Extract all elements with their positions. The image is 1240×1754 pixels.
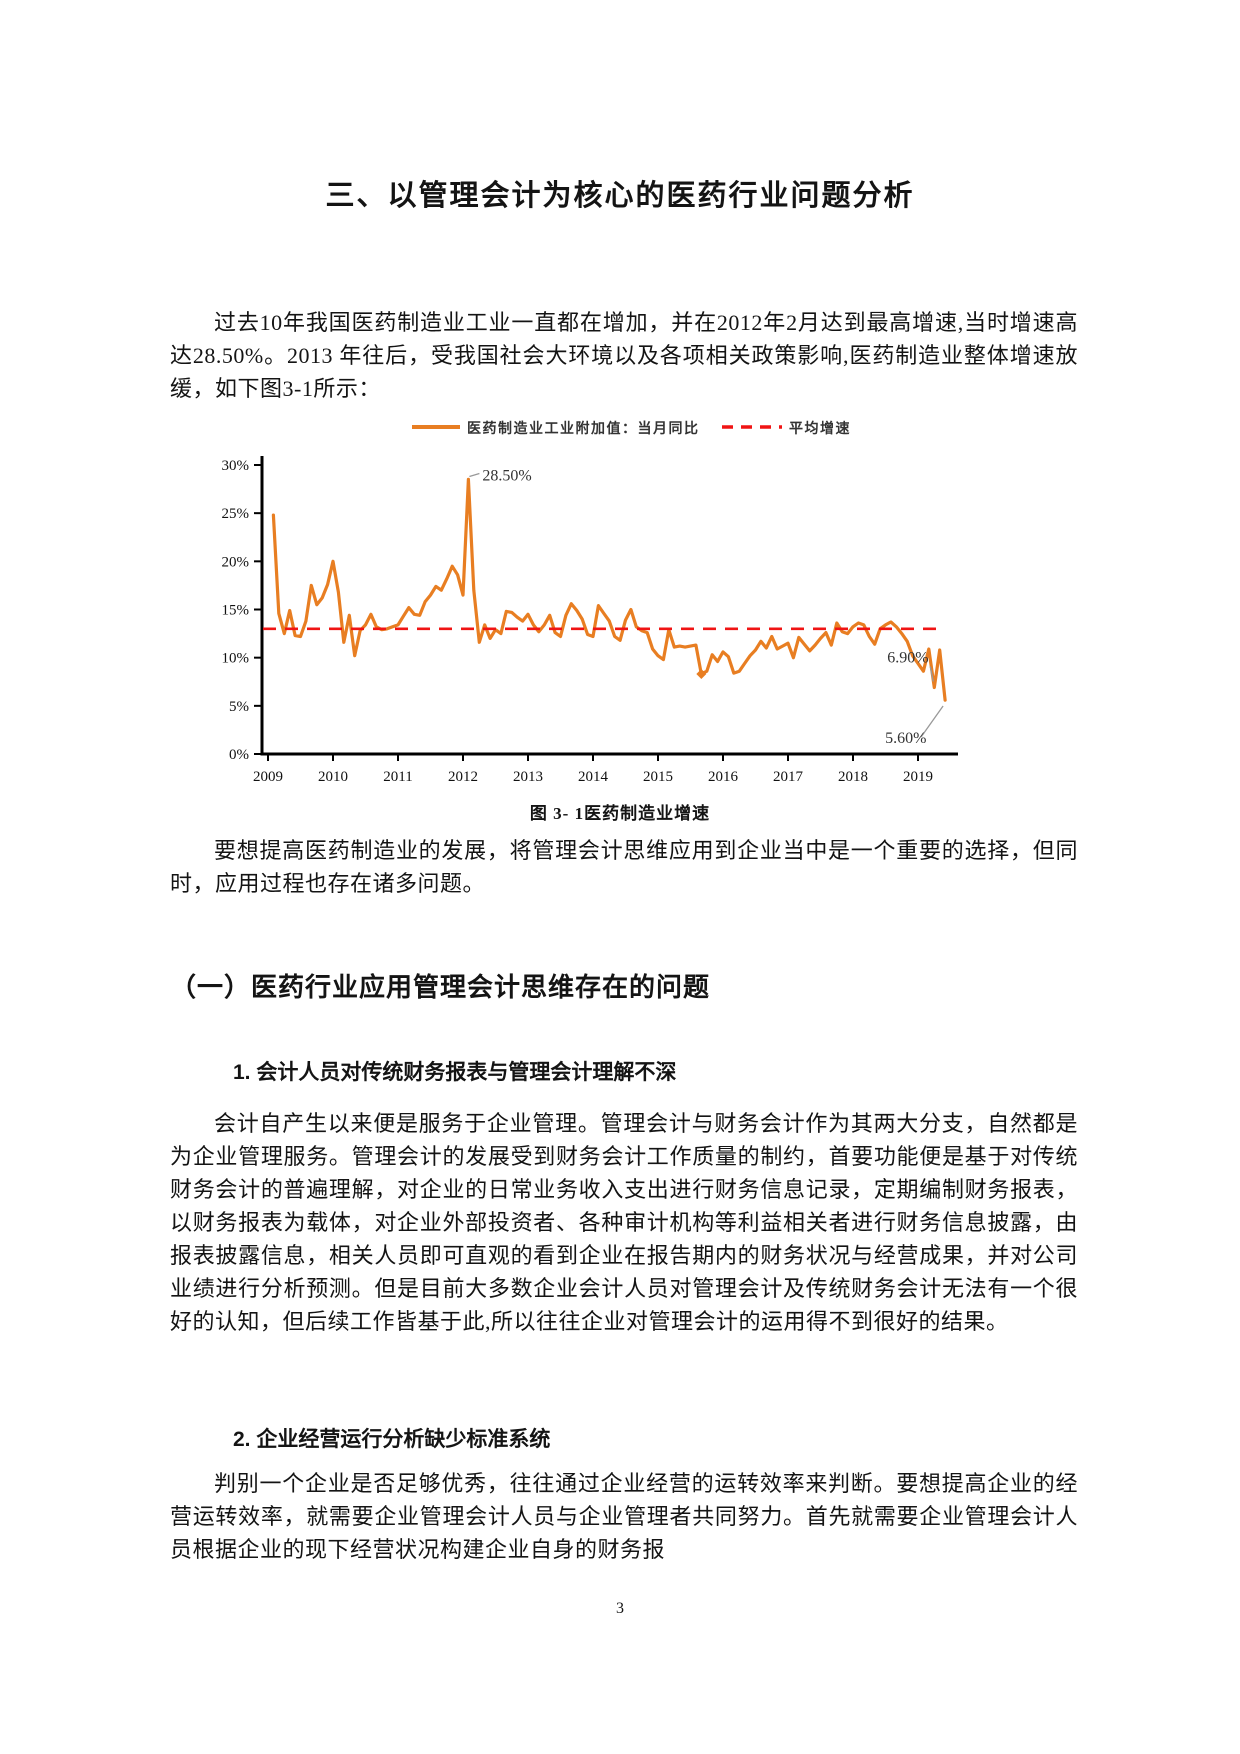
paragraph-subsection-2: 判别一个企业是否足够优秀，往往通过企业经营的运转效率来判断。要想提高企业的经营运…	[170, 1471, 1078, 1562]
growth-line-chart: 医药制造业工业附加值：当月同比 平均增速 0% 5% 10% 15% 20% 25% 30% 20…	[150, 400, 1090, 792]
annotation-label: 28.50%	[482, 467, 531, 484]
chart-legend: 医药制造业工业附加值：当月同比 平均增速	[412, 420, 851, 437]
y-axis-label: 30%	[222, 458, 250, 474]
figure-caption: 图 3- 1医药制造业增速	[529, 804, 711, 823]
annotation-leader	[929, 666, 934, 682]
x-axis-label: 2016	[708, 769, 739, 785]
annotation-leader	[920, 705, 944, 738]
y-axis-label: 25%	[222, 506, 250, 522]
x-axis-label: 2013	[513, 769, 543, 785]
series-line	[271, 477, 947, 702]
page-number: 3	[616, 1600, 624, 1617]
x-axis-label: 2014	[578, 769, 609, 785]
x-axis-label: 2012	[448, 769, 478, 785]
legend-label-series: 医药制造业工业附加值：当月同比	[467, 420, 700, 437]
annotation-leader	[469, 472, 480, 478]
paragraph-intro: 过去10年我国医药制造业工业一直都在增加，并在2012年2月达到最高增速,当时增…	[170, 310, 1078, 401]
x-axis-label: 2015	[643, 769, 673, 785]
page-title: 三、以管理会计为核心的医药行业问题分析	[325, 180, 915, 212]
x-axis-label: 2019	[903, 769, 933, 785]
y-axis-label: 0%	[229, 747, 249, 763]
annotation-label: 5.60%	[885, 730, 926, 747]
paragraph-subsection-1: 会计自产生以来便是服务于企业管理。管理会计与财务会计作为其两大分支，自然都是为企…	[170, 1111, 1078, 1334]
x-axis-label: 2009	[253, 769, 283, 785]
section-heading: （一）医药行业应用管理会计思维存在的问题	[170, 972, 711, 1002]
y-axis-label: 15%	[222, 603, 250, 619]
x-axis-label: 2017	[773, 769, 804, 785]
chart-canvas: 医药制造业工业附加值：当月同比 平均增速 0% 5% 10% 15% 20% 25% 30% 20…	[222, 420, 958, 785]
x-axis-label: 2010	[318, 769, 348, 785]
subsection-2-heading: 2. 企业经营运行分析缺少标准系统	[233, 1428, 551, 1451]
subsection-1-heading: 1. 会计人员对传统财务报表与管理会计理解不深	[233, 1061, 677, 1084]
x-axis-label: 2011	[383, 769, 412, 785]
x-axis-label: 2018	[838, 769, 868, 785]
y-axis-label: 10%	[222, 651, 250, 667]
y-axis-label: 5%	[229, 699, 249, 715]
annotation-label: 6.90%	[887, 650, 928, 667]
y-axis-label: 20%	[222, 554, 250, 570]
paragraph-after-chart: 要想提高医药制造业的发展，将管理会计思维应用到企业当中是一个重要的选择，但同时，…	[170, 838, 1078, 896]
low-point-marker	[696, 669, 707, 680]
legend-label-average: 平均增速	[789, 420, 851, 437]
